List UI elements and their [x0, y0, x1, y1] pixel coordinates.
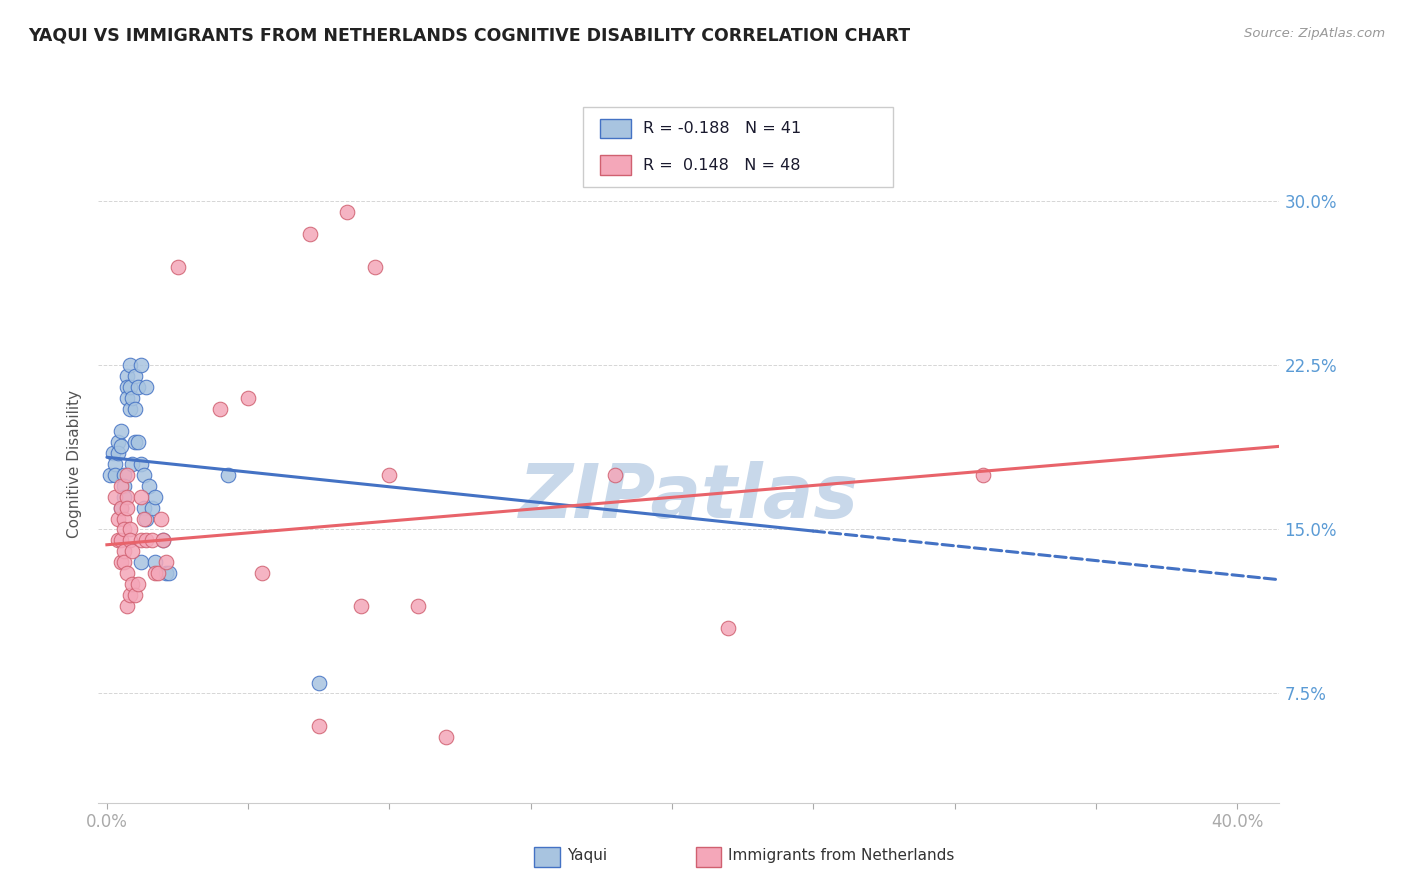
- Point: [121, 577, 143, 591]
- Point: [135, 511, 157, 525]
- Text: Immigrants from Netherlands: Immigrants from Netherlands: [728, 848, 955, 863]
- Point: [127, 577, 149, 591]
- Point: [124, 434, 146, 449]
- Point: [104, 490, 127, 504]
- Point: [166, 260, 188, 274]
- Point: [101, 446, 124, 460]
- Point: [605, 467, 627, 482]
- Text: Source: ZipAtlas.com: Source: ZipAtlas.com: [1244, 27, 1385, 40]
- Point: [118, 533, 141, 548]
- Text: Yaqui: Yaqui: [567, 848, 607, 863]
- Point: [308, 675, 330, 690]
- Point: [107, 511, 129, 525]
- Point: [110, 479, 132, 493]
- Text: R = -0.188   N = 41: R = -0.188 N = 41: [643, 121, 801, 136]
- Point: [115, 369, 138, 384]
- Point: [121, 391, 143, 405]
- Point: [118, 402, 141, 417]
- Point: [252, 566, 274, 581]
- Point: [141, 533, 163, 548]
- Point: [308, 719, 330, 733]
- Point: [129, 359, 152, 373]
- Point: [141, 500, 163, 515]
- Point: [124, 369, 146, 384]
- Point: [152, 533, 174, 548]
- Point: [104, 457, 127, 471]
- Point: [434, 730, 457, 744]
- Point: [107, 533, 129, 548]
- Point: [132, 511, 155, 525]
- Point: [143, 555, 166, 569]
- Point: [118, 380, 141, 394]
- Point: [299, 227, 322, 242]
- Point: [350, 599, 373, 613]
- Point: [146, 566, 169, 581]
- Point: [124, 588, 146, 602]
- Point: [121, 544, 143, 558]
- Point: [143, 490, 166, 504]
- Point: [110, 424, 132, 438]
- Point: [112, 555, 135, 569]
- Point: [135, 380, 157, 394]
- Point: [132, 500, 155, 515]
- Text: YAQUI VS IMMIGRANTS FROM NETHERLANDS COGNITIVE DISABILITY CORRELATION CHART: YAQUI VS IMMIGRANTS FROM NETHERLANDS COG…: [28, 27, 910, 45]
- Point: [132, 467, 155, 482]
- Point: [110, 500, 132, 515]
- Point: [157, 566, 180, 581]
- Point: [138, 479, 160, 493]
- Point: [152, 533, 174, 548]
- Point: [110, 555, 132, 569]
- Point: [107, 446, 129, 460]
- Point: [127, 434, 149, 449]
- Point: [378, 467, 401, 482]
- Point: [129, 533, 152, 548]
- Point: [110, 500, 132, 515]
- Point: [115, 599, 138, 613]
- Point: [336, 205, 359, 219]
- Text: ZIPatlas: ZIPatlas: [519, 461, 859, 534]
- Point: [135, 533, 157, 548]
- Point: [112, 467, 135, 482]
- Y-axis label: Cognitive Disability: Cognitive Disability: [67, 390, 83, 538]
- Point: [115, 380, 138, 394]
- Point: [149, 511, 172, 525]
- Point: [118, 523, 141, 537]
- Point: [121, 457, 143, 471]
- Point: [127, 380, 149, 394]
- Point: [115, 467, 138, 482]
- Point: [155, 566, 177, 581]
- Point: [717, 621, 740, 635]
- Point: [110, 439, 132, 453]
- Point: [112, 544, 135, 558]
- Point: [115, 391, 138, 405]
- Point: [118, 359, 141, 373]
- Point: [972, 467, 994, 482]
- Point: [208, 402, 231, 417]
- Point: [112, 490, 135, 504]
- Point: [129, 457, 152, 471]
- Point: [364, 260, 387, 274]
- Point: [118, 588, 141, 602]
- Point: [112, 479, 135, 493]
- Point: [155, 555, 177, 569]
- Point: [124, 402, 146, 417]
- Point: [129, 555, 152, 569]
- Point: [115, 500, 138, 515]
- Point: [104, 467, 127, 482]
- Point: [98, 467, 121, 482]
- Point: [115, 490, 138, 504]
- Text: R =  0.148   N = 48: R = 0.148 N = 48: [643, 158, 800, 172]
- Point: [406, 599, 429, 613]
- Point: [129, 490, 152, 504]
- Point: [110, 533, 132, 548]
- Point: [238, 391, 260, 405]
- Point: [143, 566, 166, 581]
- Point: [115, 566, 138, 581]
- Point: [112, 523, 135, 537]
- Point: [217, 467, 239, 482]
- Point: [112, 511, 135, 525]
- Point: [107, 434, 129, 449]
